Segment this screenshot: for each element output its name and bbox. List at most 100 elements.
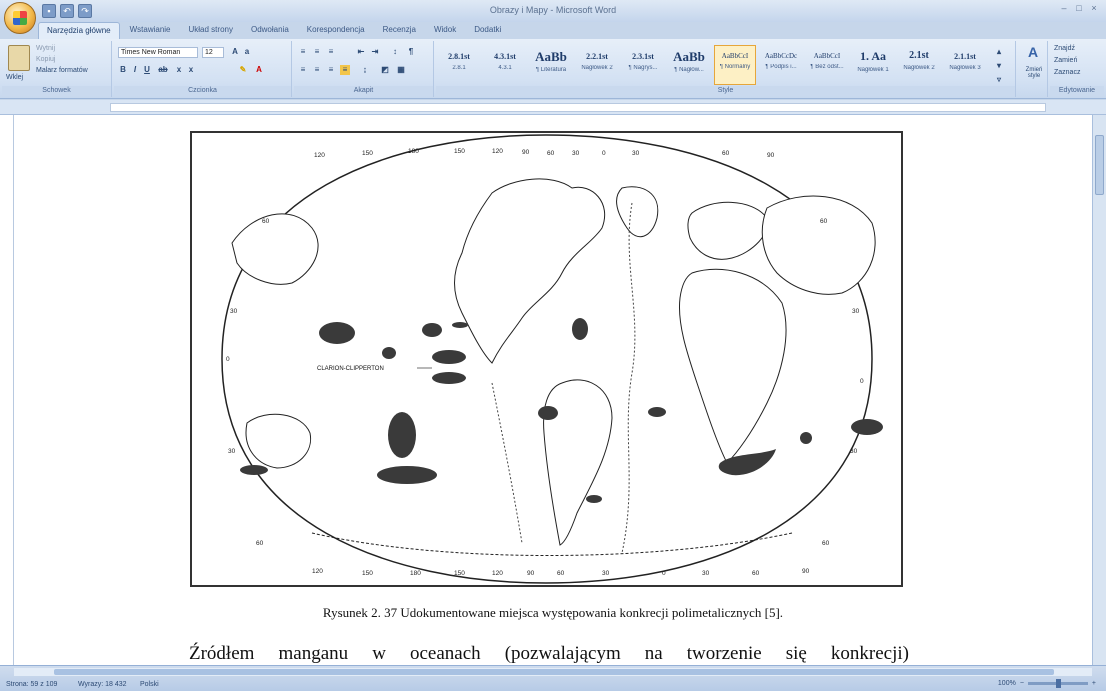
tab-references[interactable]: Odwołania [250,25,289,34]
styles-more-icon[interactable]: ▿ [996,75,1001,84]
nodule-deposit [538,406,558,420]
italic-icon[interactable]: I [133,65,137,74]
zoom-knob[interactable] [1055,679,1061,688]
numbering-icon[interactable]: ≡ [314,47,320,56]
body-text-line: Źródłem manganu w oceanach (pozwalającym… [189,643,909,665]
close-icon[interactable]: × [1091,3,1097,13]
paste-icon[interactable] [8,45,30,71]
tab-page-layout[interactable]: Układ strony [188,25,233,34]
save-icon[interactable]: ▪ [42,4,56,18]
coord-label: 90 [527,570,535,577]
cut-button[interactable]: Wytnij [36,45,55,52]
maximize-icon[interactable]: □ [1076,3,1082,13]
font-name-field[interactable]: Times New Roman [118,47,198,58]
style-tile[interactable]: AaBb ¶ Literatura [530,45,572,85]
zoom-slider[interactable] [1027,679,1088,688]
document-page[interactable]: CLARION-CLIPPERTON 120 150 180 150 120 9… [14,115,1092,665]
highlight-icon[interactable]: ✎ [239,65,247,74]
decrease-indent-icon[interactable]: ⇤ [357,47,365,56]
vertical-ruler[interactable] [0,115,14,665]
change-styles-icon[interactable]: A [1027,44,1039,60]
redo-icon[interactable]: ↷ [78,4,92,18]
style-tile[interactable]: AaBb ¶ Nagłów... [668,45,710,85]
align-left-icon[interactable]: ≡ [300,65,306,74]
undo-icon[interactable]: ↶ [60,4,74,18]
font-size-field[interactable]: 12 [202,47,224,58]
style-tile[interactable]: 2.3.1st ¶ Nagrys... [622,45,664,85]
style-tile[interactable]: 2.1st Nagłówek 2 [898,45,940,85]
zoom-in-icon[interactable]: + [1091,680,1096,687]
coord-label: 60 [547,150,555,157]
styles-scroll-down-icon[interactable]: ▾ [996,61,1001,70]
styles-scroll-up-icon[interactable]: ▴ [996,47,1001,56]
nodule-deposit [422,323,442,337]
justify-icon[interactable]: ≡ [340,65,350,75]
align-center-icon[interactable]: ≡ [314,65,320,74]
zoom-out-icon[interactable]: − [1019,680,1024,687]
tab-home[interactable]: Narzędzia główne [38,22,120,39]
coord-label: 180 [408,148,419,155]
status-bar: Strona: 59 z 109 Wyrazy: 18 432 Polski 1… [0,665,1106,691]
underline-icon[interactable]: U [144,65,150,74]
office-button[interactable] [4,2,36,34]
replace-button[interactable]: Zamień [1054,57,1078,64]
style-name: 4.3.1 [498,65,512,71]
africa [678,268,787,464]
coord-label: 150 [362,570,373,577]
style-tile-selected[interactable]: AaBbCcI ¶ Normalny [714,45,756,85]
subscript-icon[interactable]: x [176,65,182,74]
horizontal-scrollbar[interactable] [14,668,1092,676]
style-sample: 2.2.1st [586,52,608,61]
style-tile[interactable]: 4.3.1st 4.3.1 [484,45,526,85]
figure-frame[interactable]: CLARION-CLIPPERTON 120 150 180 150 120 9… [190,131,903,587]
style-tile[interactable]: 1. Aa Nagłówek 1 [852,45,894,85]
change-styles-button[interactable]: Zmień style [1025,67,1043,79]
page-count[interactable]: Strona: 59 z 109 [6,681,58,688]
align-right-icon[interactable]: ≡ [328,65,334,74]
shading-icon[interactable]: ◩ [381,65,389,74]
tab-review[interactable]: Recenzja [382,25,416,34]
line-spacing-icon[interactable]: ↨ [363,65,367,74]
word-count[interactable]: Wyrazy: 18 432 [78,681,127,688]
style-tile[interactable]: 2.8.1st 2.8.1 [438,45,480,85]
bold-icon[interactable]: B [120,65,126,74]
vertical-scrollbar[interactable] [1092,115,1106,665]
right-coordinate-labels: 60 30 0 30 60 [820,218,864,547]
select-button[interactable]: Zaznacz [1054,69,1081,76]
pilcrow-icon[interactable]: ¶ [408,47,414,56]
horizontal-ruler[interactable] [0,100,1106,115]
australia [245,413,312,469]
strikethrough-icon[interactable]: ab [158,65,168,74]
borders-icon[interactable]: ▦ [397,65,405,74]
shrink-font-icon[interactable]: a [244,47,250,56]
bullets-icon[interactable]: ≡ [300,47,306,56]
sort-icon[interactable]: ↕ [393,47,397,56]
superscript-icon[interactable]: x [188,65,194,74]
language-indicator[interactable]: Polski [140,681,159,688]
tab-addins[interactable]: Dodatki [474,25,502,34]
style-tile[interactable]: 2.2.1st Nagłówek 2 [576,45,618,85]
tab-insert[interactable]: Wstawianie [129,25,171,34]
style-tile[interactable]: AaBbCcI ¶ Bez odst... [806,45,848,85]
body-word: na [644,643,663,664]
style-tile[interactable]: AaBbCcDc ¶ Podpis i... [760,45,802,85]
nodule-deposit [718,449,776,476]
copy-button[interactable]: Kopiuj [36,56,56,63]
multilevel-icon[interactable]: ≡ [328,47,334,56]
format-painter-button[interactable]: Malarz formatów [36,67,88,74]
font-color-icon[interactable]: A [256,65,262,74]
coord-label: 30 [228,448,236,455]
paste-button[interactable]: Wklej [6,74,24,81]
style-tile[interactable]: 2.1.1st Nagłówek 3 [944,45,986,85]
find-button[interactable]: Znajdź [1054,45,1076,52]
coord-label: 60 [256,540,264,547]
scroll-thumb[interactable] [1095,135,1104,195]
zoom-level[interactable]: 100% [997,680,1016,687]
tab-mailings[interactable]: Korespondencja [306,25,365,34]
style-sample: AaBb [673,49,705,64]
minimize-icon[interactable]: – [1061,3,1067,13]
scroll-thumb[interactable] [54,669,1054,675]
grow-font-icon[interactable]: A [232,47,238,56]
tab-view[interactable]: Widok [433,25,457,34]
increase-indent-icon[interactable]: ⇥ [371,47,379,56]
